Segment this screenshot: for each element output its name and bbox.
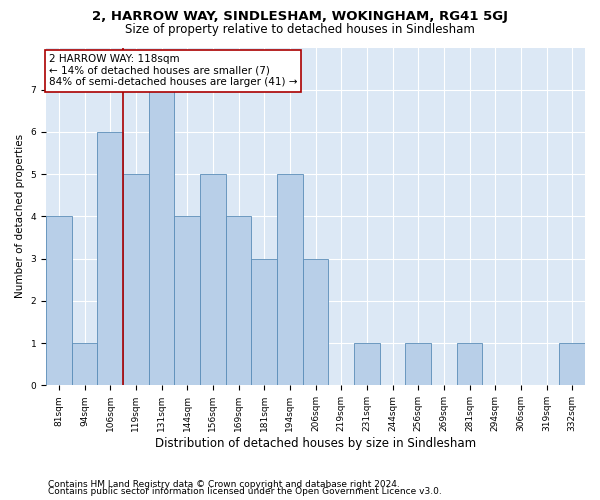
Text: 2, HARROW WAY, SINDLESHAM, WOKINGHAM, RG41 5GJ: 2, HARROW WAY, SINDLESHAM, WOKINGHAM, RG… [92,10,508,23]
Text: Size of property relative to detached houses in Sindlesham: Size of property relative to detached ho… [125,22,475,36]
Bar [559,343,585,386]
Bar [97,132,123,386]
Bar [226,216,251,386]
Bar [277,174,302,386]
Y-axis label: Number of detached properties: Number of detached properties [15,134,25,298]
Text: Contains public sector information licensed under the Open Government Licence v3: Contains public sector information licen… [48,487,442,496]
Bar [123,174,149,386]
Bar [302,258,328,386]
Bar [149,90,175,386]
Bar [200,174,226,386]
Bar [175,216,200,386]
Bar [71,343,97,386]
Text: 2 HARROW WAY: 118sqm
← 14% of detached houses are smaller (7)
84% of semi-detach: 2 HARROW WAY: 118sqm ← 14% of detached h… [49,54,297,88]
Bar [354,343,380,386]
X-axis label: Distribution of detached houses by size in Sindlesham: Distribution of detached houses by size … [155,437,476,450]
Text: Contains HM Land Registry data © Crown copyright and database right 2024.: Contains HM Land Registry data © Crown c… [48,480,400,489]
Bar [406,343,431,386]
Bar [251,258,277,386]
Bar [457,343,482,386]
Bar [46,216,71,386]
